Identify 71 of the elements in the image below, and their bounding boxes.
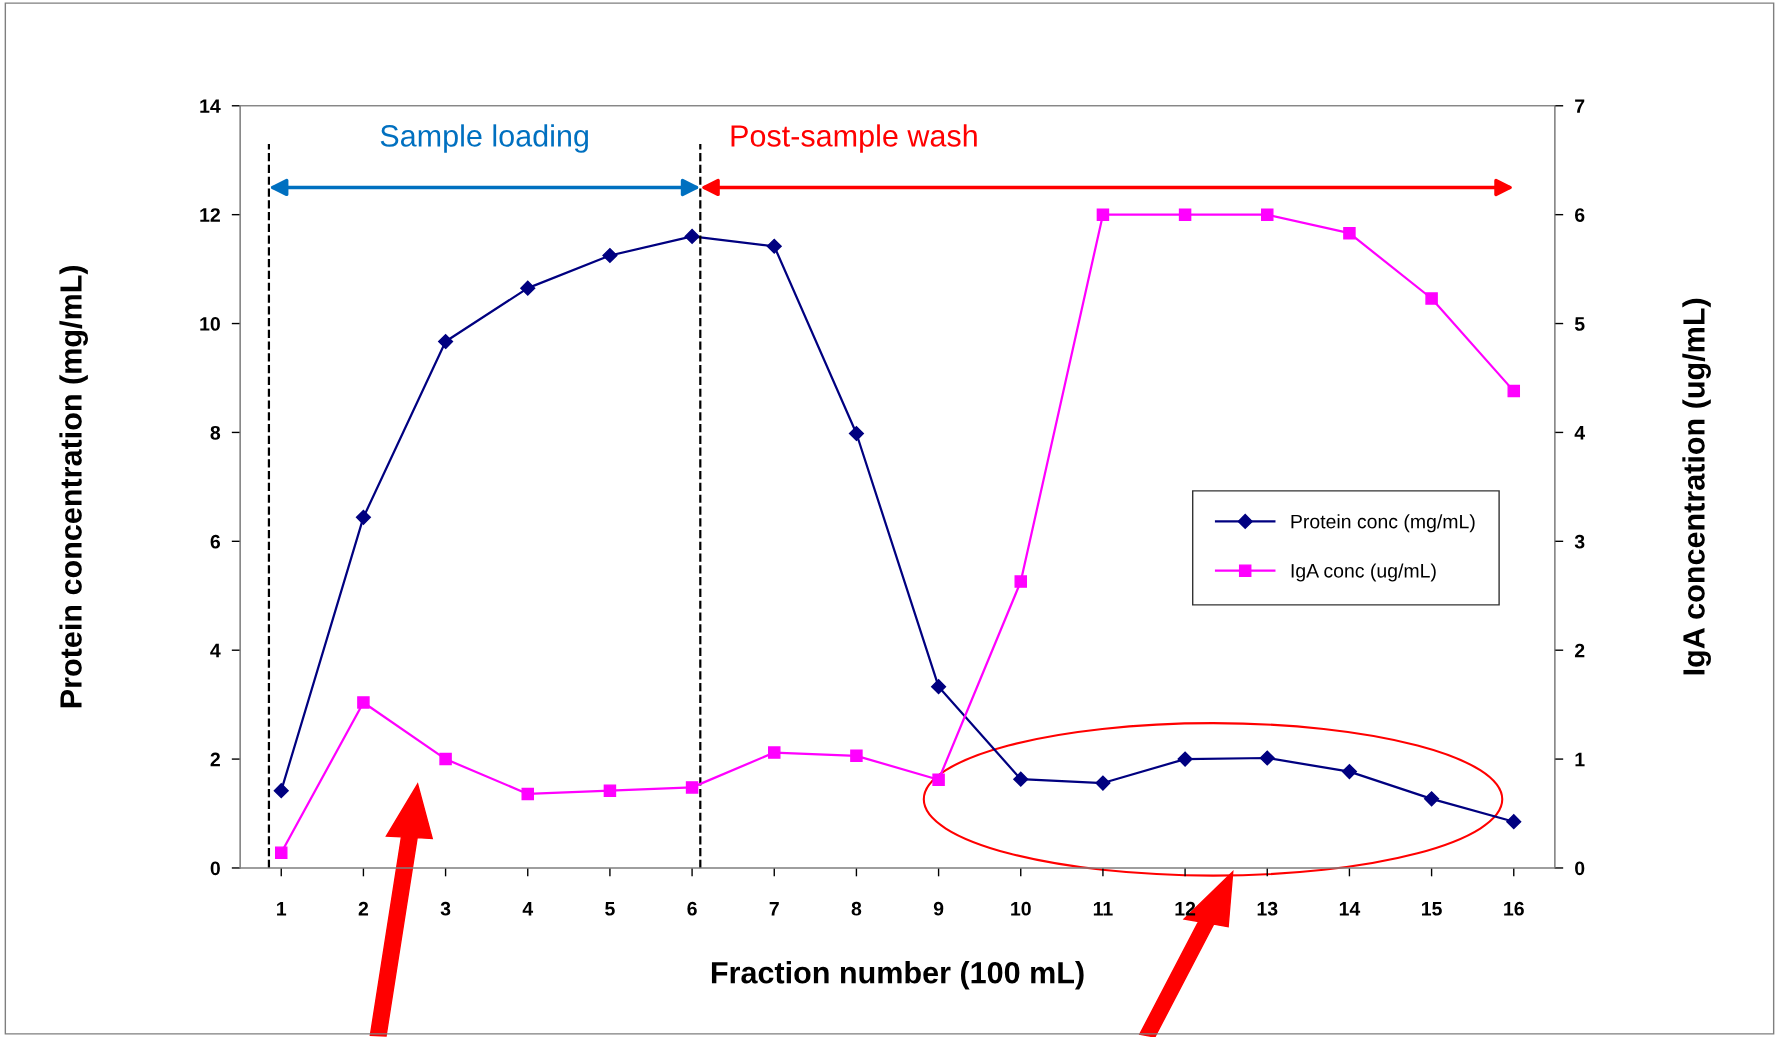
x-tick-label: 2	[358, 901, 369, 916]
y2-axis-title: IgA concentration (ug/mL)	[1682, 298, 1711, 675]
point	[685, 781, 699, 794]
y2-tick-label: 0	[1575, 861, 1585, 876]
point	[1425, 292, 1438, 305]
point	[521, 787, 535, 801]
x-tick-label: 6	[687, 901, 697, 916]
y2-tick-label: 3	[1574, 534, 1585, 549]
point	[1013, 771, 1029, 787]
x-tick-label: 1	[277, 902, 287, 916]
x-tick-label: 13	[1257, 901, 1278, 916]
point	[684, 228, 700, 245]
y2-tick-label: 4	[1574, 426, 1585, 440]
point	[1095, 775, 1111, 791]
y-tick-label: 6	[210, 534, 221, 549]
point	[357, 696, 370, 709]
x-tick-label: 8	[851, 901, 862, 916]
point	[439, 752, 452, 766]
y-tick-label: 14	[200, 99, 221, 113]
point	[848, 425, 864, 442]
y-tick-label: 10	[200, 317, 220, 331]
x-tick-label: 10	[1011, 901, 1031, 916]
x-tick-label: 9	[933, 901, 944, 916]
x-tick-label: 14	[1339, 902, 1361, 916]
annotation: Post-sample wash	[731, 124, 977, 153]
annotation: Sample loading	[380, 124, 588, 153]
point	[932, 773, 945, 787]
x-tick-label: 3	[440, 901, 451, 916]
point	[1259, 750, 1275, 766]
y2-tick-label: 7	[1575, 99, 1585, 113]
point	[1261, 208, 1274, 221]
x-tick-label: 12	[1175, 901, 1196, 916]
point	[766, 238, 782, 254]
x-tick-label: 4	[522, 902, 534, 916]
point	[355, 509, 371, 525]
x-tick-label: 5	[605, 902, 615, 916]
point	[273, 783, 289, 799]
y-tick-label: 12	[200, 208, 220, 222]
x-tick-label: 11	[1093, 902, 1113, 916]
y2-tick-label: 6	[1575, 208, 1585, 222]
point	[850, 749, 863, 763]
point	[1424, 791, 1440, 807]
x-axis-title: Fraction number (100 mL)	[711, 961, 1084, 990]
x-tick-label: 15	[1422, 902, 1442, 916]
x-tick-label: 16	[1504, 901, 1524, 916]
x-tick-label: 7	[769, 902, 779, 916]
y2-tick-label: 5	[1574, 317, 1585, 331]
point	[1177, 751, 1193, 767]
point	[1178, 208, 1192, 221]
point	[1014, 575, 1028, 588]
point	[520, 280, 536, 296]
legend-label: Protein conc (mg/mL)	[1291, 514, 1475, 533]
point	[603, 784, 617, 797]
y2-tick-label: 1	[1575, 752, 1585, 767]
y-tick-label: 4	[210, 643, 221, 658]
point	[1096, 208, 1110, 221]
point	[931, 679, 947, 695]
legend-label: IgA conc (ug/mL)	[1291, 563, 1436, 582]
point	[1507, 384, 1521, 398]
y-tick-label: 8	[210, 425, 221, 440]
point	[1341, 764, 1357, 780]
y-axis-title: Protein concentration (mg/mL)	[59, 265, 88, 708]
point	[274, 846, 288, 859]
point	[438, 333, 454, 350]
point	[1343, 226, 1356, 240]
y-tick-label: 2	[210, 752, 220, 767]
point	[1506, 814, 1522, 830]
y2-tick-label: 2	[1574, 643, 1585, 658]
y-tick-label: 0	[210, 861, 220, 876]
point	[602, 247, 618, 264]
point	[768, 746, 781, 759]
